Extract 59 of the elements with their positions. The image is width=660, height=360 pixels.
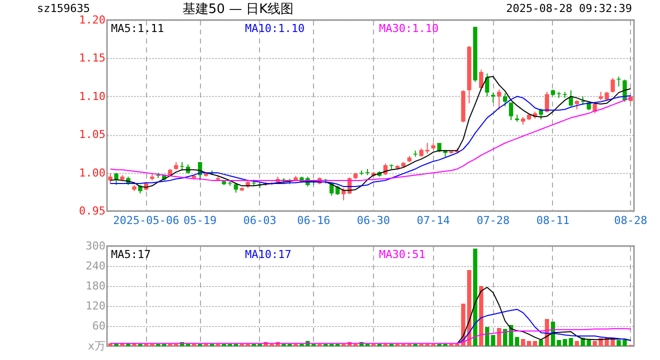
candlestick <box>544 91 550 113</box>
x-tick-label: 08-28 <box>614 214 648 227</box>
candlestick <box>413 150 418 158</box>
bar <box>108 343 112 346</box>
y-tick-label: 1.00 <box>79 166 106 180</box>
y-tick-label: 300 <box>86 240 106 252</box>
text: MA5:17 <box>111 248 151 261</box>
x-tick-label: 2025-05-06 <box>113 214 180 227</box>
candlestick <box>114 172 118 186</box>
bar <box>503 329 508 346</box>
text: MA5:1.11 <box>111 22 164 35</box>
text: 2025-08-28 09:32:39 <box>506 2 632 15</box>
y-tick-label: 1.05 <box>79 128 106 142</box>
y-tick-label: 1.15 <box>79 52 106 65</box>
bar <box>574 341 579 346</box>
bar <box>514 337 520 346</box>
y-tick-label: 180 <box>86 280 106 292</box>
bar <box>485 327 490 346</box>
candlestick <box>497 89 502 110</box>
bar <box>526 341 532 346</box>
text: MA30:51 <box>379 248 426 261</box>
y-tick-label: 1.10 <box>79 90 106 103</box>
y-tick-label: x万 <box>88 340 106 352</box>
candlestick <box>491 92 496 104</box>
y-tick-label: 60 <box>92 320 106 332</box>
chart-title: 基建50 — 日K线图 <box>182 2 294 17</box>
text: sz159635 <box>37 2 90 15</box>
candlestick <box>479 69 484 91</box>
x-tick-label: 08-11 <box>536 214 570 227</box>
candlestick <box>508 102 514 121</box>
text: MA30:1.10 <box>379 22 439 35</box>
x-tick-label: 06-03 <box>243 214 276 227</box>
y-tick-label: 240 <box>86 260 106 272</box>
candlestick <box>574 100 579 110</box>
bar <box>532 341 538 346</box>
candlestick <box>108 173 112 184</box>
bar <box>491 335 496 346</box>
bar <box>556 340 562 346</box>
bar <box>479 286 484 346</box>
bar <box>562 339 568 346</box>
line-series <box>456 308 632 344</box>
bar <box>520 339 526 346</box>
x-tick-label: 07-14 <box>416 214 450 227</box>
x-tick-label: 07-28 <box>476 214 510 227</box>
candlestick <box>568 90 573 107</box>
bar <box>497 328 502 346</box>
x-tick-label: 06-16 <box>297 214 330 227</box>
y-tick-label: 120 <box>86 300 106 312</box>
x-tick-label: 05-19 <box>183 214 217 227</box>
text: MA10:17 <box>245 248 292 261</box>
text: MA10:1.10 <box>245 22 305 35</box>
y-tick-label: 1.20 <box>79 14 106 26</box>
bar <box>568 338 573 346</box>
line-series <box>110 328 632 344</box>
bar <box>473 248 478 346</box>
candlestick <box>610 78 615 94</box>
bar <box>538 340 544 346</box>
x-tick-label: 06-30 <box>356 214 390 227</box>
y-tick-label: 0.95 <box>79 204 106 218</box>
